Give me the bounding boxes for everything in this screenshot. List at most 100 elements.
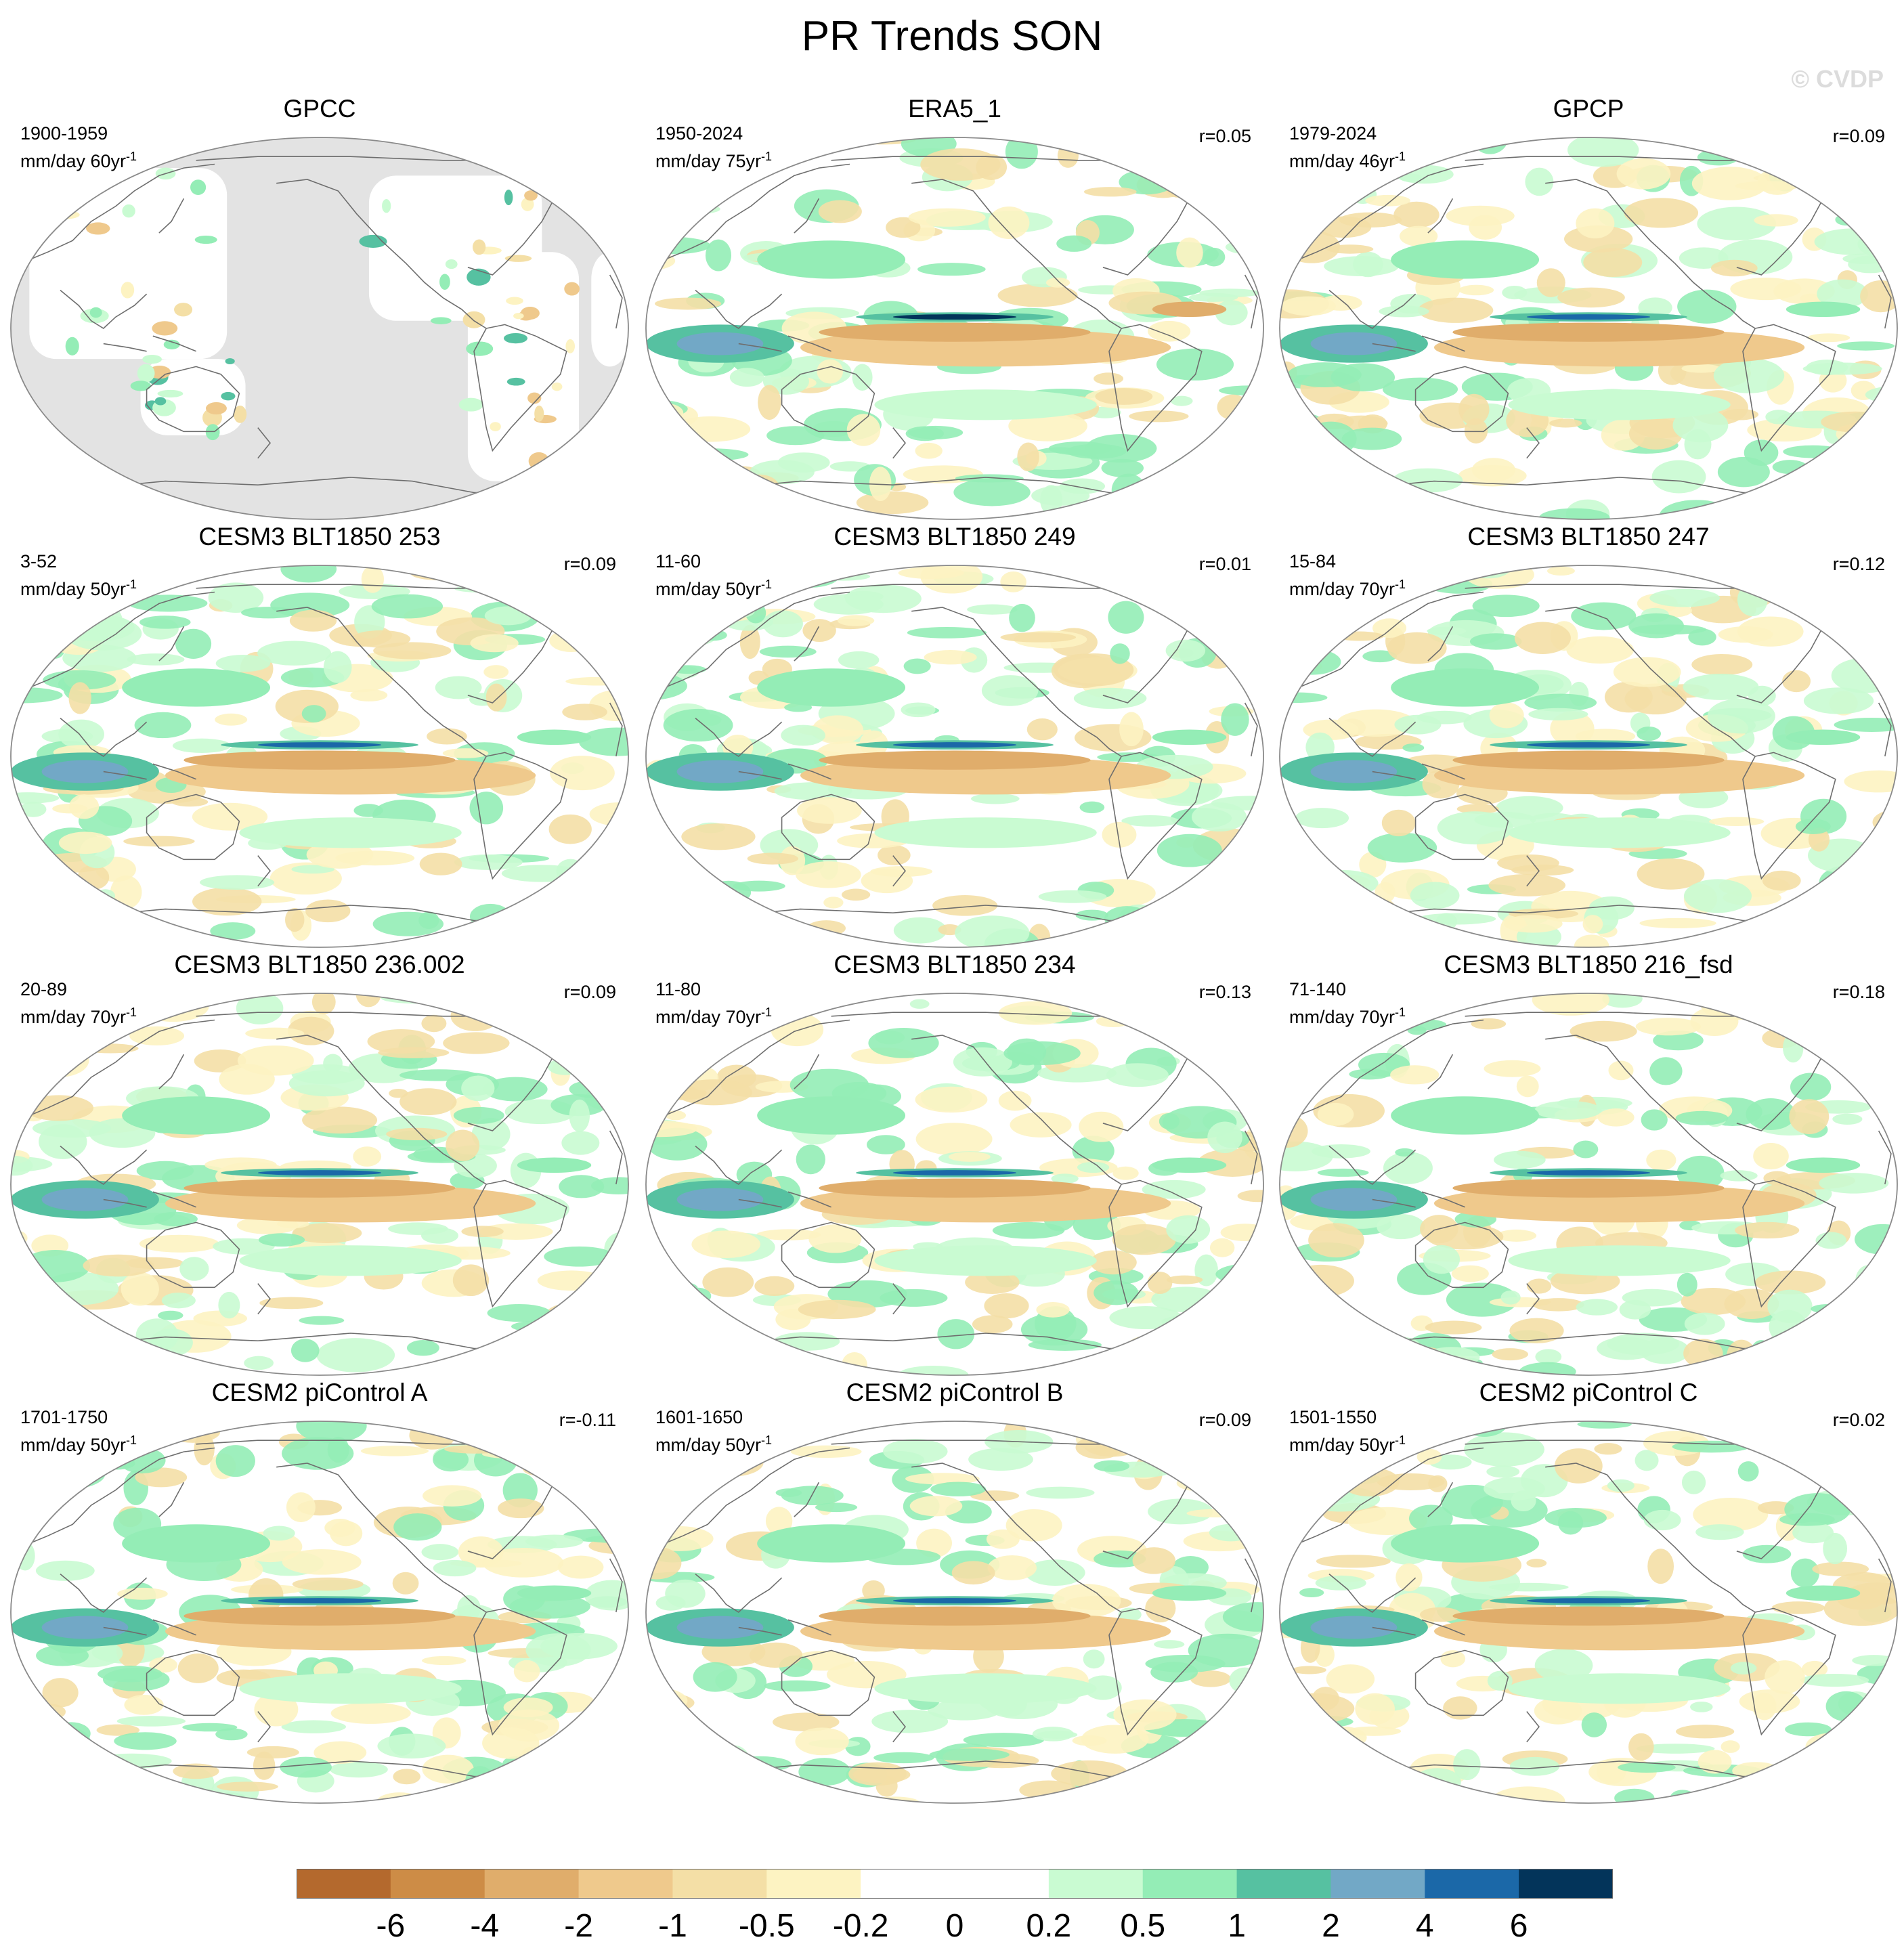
pattern-correlation: r=0.12 <box>1832 554 1885 574</box>
map-canvas <box>1279 993 1898 1376</box>
colorbar-label: 0 <box>946 1908 964 1943</box>
land-field <box>29 165 628 481</box>
trend-units: mm/day 50yr-1 <box>20 1433 137 1455</box>
colorbar-swatch <box>297 1869 391 1899</box>
tropical-bands <box>11 1524 592 1704</box>
map-canvas <box>10 993 629 1376</box>
map-panel: GPCC 1900-1959 mm/day 60yr-1 <box>8 95 631 521</box>
colorbar-swatch <box>390 1869 485 1899</box>
map-panel: CESM3 BLT1850 247 15-84 mm/day 70yr-1 r=0.1… <box>1277 523 1900 949</box>
map-panel: CESM2 piControl B 1601-1650 mm/day 50yr-1 r… <box>643 1379 1266 1805</box>
map-panel: CESM3 BLT1850 253 3-52 mm/day 50yr-1 r=0.09 <box>8 523 631 949</box>
map-outline <box>10 137 629 520</box>
tropical-bands <box>1280 1096 1861 1276</box>
tropical-bands <box>1280 240 1861 420</box>
trend-units: mm/day 50yr-1 <box>1289 1433 1406 1455</box>
period-range: 1601-1650 <box>655 1407 743 1427</box>
period-range: 11-60 <box>655 551 701 571</box>
colorbar-label: 0.5 <box>1120 1908 1165 1943</box>
map-canvas <box>645 565 1264 948</box>
map-canvas <box>645 993 1264 1376</box>
map-outline <box>645 1421 1264 1804</box>
cvdp-watermark: © CVDP <box>1791 65 1884 93</box>
pattern-correlation: r=0.13 <box>1198 982 1251 1002</box>
period-range: 71-140 <box>1289 979 1347 999</box>
period-range: 1501-1550 <box>1289 1407 1377 1427</box>
pattern-correlation: r=0.09 <box>1832 126 1885 146</box>
tropical-bands <box>646 1096 1227 1276</box>
map-canvas <box>1279 137 1898 520</box>
main-title: PR Trends SON <box>801 13 1103 60</box>
trend-units: mm/day 50yr-1 <box>20 578 137 599</box>
colorbar: -6 -4 -2 -1 -0.5 -0.2 0 0.2 0.5 1 2 4 6 <box>297 1869 1613 1943</box>
pattern-correlation: r=0.01 <box>1198 554 1251 574</box>
panel-title: ERA5_1 <box>908 95 1001 123</box>
map-outline <box>10 1421 629 1804</box>
panel-title: GPCP <box>1553 95 1624 123</box>
trend-units: mm/day 46yr-1 <box>1289 150 1406 171</box>
map-panel: CESM3 BLT1850 249 11-60 mm/day 50yr-1 r=0.0… <box>643 523 1266 949</box>
trend-units: mm/day 70yr-1 <box>1289 578 1406 599</box>
colorbar-swatch <box>766 1869 861 1899</box>
colorbar-label: 1 <box>1228 1908 1246 1943</box>
map-canvas <box>1279 565 1898 948</box>
tropical-bands <box>1280 668 1861 848</box>
pattern-correlation: r=0.05 <box>1198 126 1251 146</box>
tropical-bands <box>646 1524 1227 1704</box>
pattern-correlation: r=0.09 <box>563 982 616 1002</box>
pattern-correlation: r=-0.11 <box>559 1410 616 1430</box>
panel-title: CESM3 BLT1850 253 <box>198 523 441 550</box>
panel-period: 1601-1650 mm/day 50yr-1 <box>655 1406 772 1456</box>
colorbar-label: -4 <box>470 1908 499 1943</box>
tropical-bands <box>11 1096 592 1276</box>
map-outline <box>10 565 629 948</box>
map-outline <box>1279 565 1898 948</box>
colorbar-label: -0.5 <box>739 1908 795 1943</box>
colorbar-swatch <box>1519 1869 1613 1899</box>
period-range: 20-89 <box>20 979 68 999</box>
map-panel: ERA5_1 1950-2024 mm/day 75yr-1 r=0.05 <box>643 95 1266 521</box>
panel-period: 71-140 mm/day 70yr-1 <box>1289 978 1406 1029</box>
panel-period: 1900-1959 mm/day 60yr-1 <box>20 122 137 173</box>
period-range: 1950-2024 <box>655 123 743 144</box>
panel-title: CESM2 piControl B <box>846 1379 1064 1406</box>
panel-title: CESM2 piControl C <box>1479 1379 1698 1406</box>
map-panel: CESM3 BLT1850 234 11-80 mm/day 70yr-1 r=0.1… <box>643 951 1266 1377</box>
map-panel: CESM2 piControl A 1701-1750 mm/day 50yr-1 r… <box>8 1379 631 1805</box>
panel-title: CESM2 piControl A <box>211 1379 428 1406</box>
colorbar-label: -1 <box>658 1908 687 1943</box>
map-canvas <box>1279 1421 1898 1804</box>
tropical-bands <box>1280 1524 1861 1704</box>
map-panel: CESM3 BLT1850 236.002 20-89 mm/day 70yr-1 r… <box>8 951 631 1377</box>
colorbar-label: -2 <box>564 1908 593 1943</box>
trend-units: mm/day 50yr-1 <box>655 578 773 599</box>
colorbar-swatch <box>1425 1869 1519 1899</box>
pattern-correlation: r=0.09 <box>1198 1410 1251 1430</box>
colorbar-swatch <box>955 1869 1050 1899</box>
colorbar-swatch <box>1236 1869 1331 1899</box>
panel-title: CESM3 BLT1850 216_fsd <box>1444 951 1733 978</box>
panel-period: 20-89 mm/day 70yr-1 <box>20 978 137 1029</box>
panel-period: 1950-2024 mm/day 75yr-1 <box>655 122 772 173</box>
panel-period: 1979-2024 mm/day 46yr-1 <box>1289 122 1406 173</box>
pattern-correlation: r=0.18 <box>1832 982 1885 1002</box>
period-range: 11-80 <box>655 979 701 999</box>
map-canvas <box>10 1421 629 1804</box>
panel-period: 1501-1550 mm/day 50yr-1 <box>1289 1406 1406 1456</box>
colorbar-swatch <box>578 1869 673 1899</box>
tropical-bands <box>11 668 592 848</box>
map-outline <box>645 565 1264 948</box>
trend-units: mm/day 60yr-1 <box>20 150 137 171</box>
colorbar-frame <box>297 1869 1613 1899</box>
map-panel: CESM2 piControl C 1501-1550 mm/day 50yr-1 r… <box>1277 1379 1900 1805</box>
map-outline <box>1279 137 1898 520</box>
map-outline <box>645 993 1264 1376</box>
coastlines <box>29 584 623 922</box>
colorbar-swatch <box>672 1869 767 1899</box>
colorbar-label: 4 <box>1416 1908 1434 1943</box>
colorbar-swatch <box>861 1869 955 1899</box>
period-range: 3-52 <box>20 551 58 571</box>
panel-period: 15-84 mm/day 70yr-1 <box>1289 550 1406 601</box>
panel-period: 1701-1750 mm/day 50yr-1 <box>20 1406 137 1456</box>
colorbar-label: -6 <box>376 1908 406 1943</box>
